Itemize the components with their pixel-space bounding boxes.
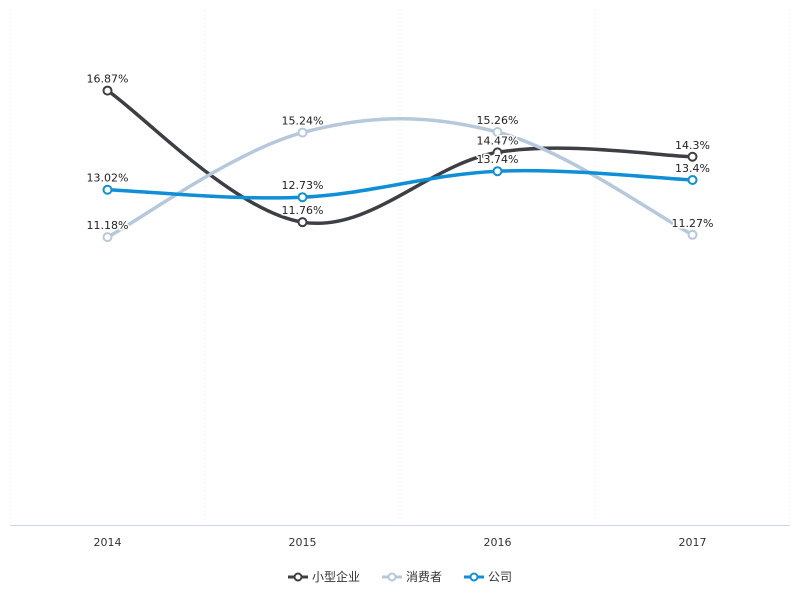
legend-item-company[interactable]: 公司	[464, 568, 512, 585]
legend-marker-small-business	[287, 572, 308, 581]
data-point-small-business	[297, 217, 308, 228]
x-tick-label: 2017	[679, 536, 707, 549]
data-label-company: 13.4%	[675, 162, 710, 175]
data-label-consumer: 11.18%	[87, 219, 129, 232]
data-label-consumer: 15.24%	[282, 115, 324, 128]
data-point-consumer	[492, 127, 503, 138]
series-line-company	[105, 168, 695, 200]
series-line-consumer	[105, 117, 695, 239]
data-label-small-business: 14.3%	[675, 139, 710, 152]
legend-item-small-business[interactable]: 小型企业	[287, 568, 360, 585]
data-point-small-business	[102, 85, 113, 96]
data-label-company: 13.02%	[87, 172, 129, 185]
data-point-company	[297, 192, 308, 203]
data-point-small-business	[492, 147, 503, 158]
legend-label-company: 公司	[488, 570, 513, 584]
data-point-consumer	[102, 232, 113, 243]
x-tick-label: 2015	[289, 536, 317, 549]
x-tick-label: 2014	[94, 536, 122, 549]
data-label-company: 13.74%	[477, 153, 519, 166]
line-chart: 2014 2015 2016 2017 16.87% 11.76% 14.47% 14.3% 1…	[9, 10, 791, 549]
data-label-small-business: 11.76%	[282, 204, 324, 217]
legend: 小型企业 消费者 公司	[0, 568, 800, 585]
data-point-consumer	[687, 229, 698, 240]
legend-marker-company	[464, 572, 484, 581]
data-point-small-business	[687, 151, 698, 162]
data-label-consumer: 15.26%	[477, 114, 519, 127]
legend-label-consumer: 消费者	[405, 570, 442, 584]
legend-label-small-business: 小型企业	[311, 570, 360, 584]
data-label-small-business: 16.87%	[87, 73, 129, 86]
data-label-company: 12.73%	[282, 179, 324, 192]
data-label-small-business: 14.47%	[477, 134, 519, 147]
series-line-small-business	[105, 88, 695, 226]
data-point-consumer	[297, 127, 308, 138]
legend-marker-consumer	[381, 572, 402, 581]
data-point-company	[687, 174, 698, 185]
legend-item-consumer[interactable]: 消费者	[381, 568, 442, 585]
data-point-company	[102, 184, 113, 195]
x-tick-label: 2016	[484, 536, 512, 549]
data-point-company	[492, 166, 503, 177]
data-label-consumer: 11.27%	[672, 217, 714, 230]
